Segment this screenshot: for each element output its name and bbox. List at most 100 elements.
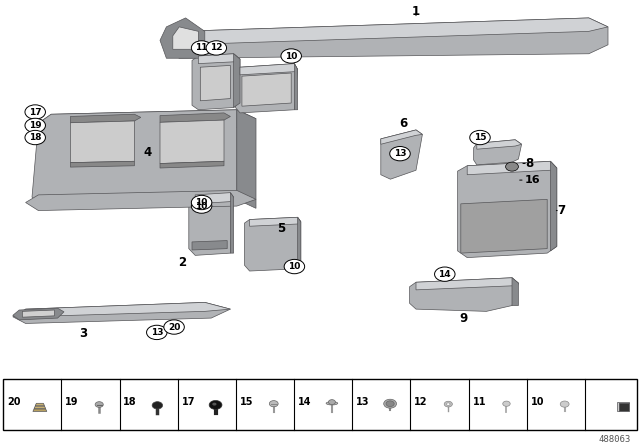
Text: 19: 19 (29, 121, 42, 130)
Circle shape (384, 399, 397, 408)
Text: 11: 11 (195, 43, 208, 52)
Text: 15: 15 (474, 133, 486, 142)
Polygon shape (173, 27, 198, 49)
Text: 6: 6 (399, 116, 407, 130)
Polygon shape (236, 64, 298, 113)
Polygon shape (26, 190, 256, 211)
Circle shape (386, 401, 394, 407)
Text: 3: 3 (79, 327, 87, 340)
Text: 7: 7 (557, 204, 565, 217)
Polygon shape (234, 54, 240, 108)
Polygon shape (22, 310, 54, 317)
Polygon shape (160, 18, 205, 58)
Text: 10: 10 (195, 202, 208, 211)
Circle shape (390, 146, 410, 161)
Circle shape (147, 325, 167, 340)
Text: 1: 1 (412, 4, 420, 18)
Polygon shape (237, 110, 256, 208)
Circle shape (212, 403, 216, 405)
Text: 17: 17 (182, 397, 195, 407)
Polygon shape (381, 130, 422, 179)
Text: 8: 8 (525, 157, 533, 170)
Polygon shape (512, 278, 518, 306)
Polygon shape (32, 110, 237, 204)
Text: 18: 18 (29, 133, 42, 142)
Polygon shape (70, 114, 141, 123)
Polygon shape (294, 64, 298, 110)
Polygon shape (179, 18, 608, 45)
Text: 10: 10 (288, 262, 301, 271)
Polygon shape (620, 403, 628, 411)
Circle shape (269, 401, 278, 407)
Circle shape (209, 401, 222, 409)
Circle shape (444, 401, 452, 407)
Circle shape (470, 130, 490, 145)
Circle shape (447, 403, 450, 405)
Polygon shape (467, 161, 557, 175)
Circle shape (506, 162, 518, 171)
Circle shape (206, 41, 227, 55)
Text: 10: 10 (531, 397, 544, 407)
Circle shape (435, 267, 455, 281)
Polygon shape (381, 130, 422, 144)
Polygon shape (192, 241, 227, 250)
Circle shape (152, 402, 163, 409)
Circle shape (95, 402, 103, 407)
Text: 13: 13 (394, 149, 406, 158)
Text: 4: 4 (143, 146, 151, 159)
Text: 15: 15 (240, 397, 253, 407)
Polygon shape (240, 64, 298, 75)
Circle shape (25, 130, 45, 145)
Text: 19: 19 (65, 397, 79, 407)
Polygon shape (410, 278, 518, 311)
Polygon shape (458, 161, 557, 258)
Text: 9: 9 (460, 311, 468, 325)
Polygon shape (33, 409, 47, 411)
Polygon shape (416, 278, 518, 290)
Circle shape (191, 41, 212, 55)
Text: 10: 10 (195, 198, 208, 207)
Text: 16: 16 (525, 175, 540, 185)
Polygon shape (242, 73, 291, 106)
Text: 13: 13 (356, 397, 370, 407)
Polygon shape (35, 403, 45, 406)
Text: 488063: 488063 (598, 435, 630, 444)
Circle shape (281, 49, 301, 63)
Polygon shape (70, 121, 134, 163)
Polygon shape (474, 140, 522, 165)
Polygon shape (230, 193, 234, 253)
Circle shape (164, 320, 184, 334)
Polygon shape (250, 217, 301, 226)
Polygon shape (200, 65, 230, 101)
Circle shape (284, 259, 305, 274)
Text: 12: 12 (210, 43, 223, 52)
Text: 20: 20 (168, 323, 180, 332)
Circle shape (25, 105, 45, 119)
Text: 12: 12 (414, 397, 428, 407)
FancyBboxPatch shape (3, 379, 637, 430)
Circle shape (328, 400, 335, 405)
Text: 14: 14 (438, 270, 451, 279)
Polygon shape (13, 308, 64, 320)
Polygon shape (34, 406, 45, 409)
Polygon shape (617, 402, 628, 411)
Text: 20: 20 (7, 397, 20, 407)
Polygon shape (244, 217, 301, 271)
Text: 5: 5 (278, 222, 285, 235)
Polygon shape (192, 54, 240, 110)
Polygon shape (195, 193, 234, 204)
Polygon shape (26, 302, 230, 317)
Text: 13: 13 (150, 328, 163, 337)
Text: 2: 2 (179, 255, 186, 269)
Polygon shape (198, 54, 240, 64)
Text: 11: 11 (472, 397, 486, 407)
Ellipse shape (326, 402, 338, 405)
Circle shape (191, 195, 212, 210)
Polygon shape (160, 120, 224, 164)
Circle shape (503, 401, 510, 406)
Polygon shape (166, 18, 608, 58)
Polygon shape (70, 161, 134, 167)
Polygon shape (461, 199, 547, 253)
Polygon shape (189, 193, 234, 255)
Circle shape (560, 401, 569, 407)
